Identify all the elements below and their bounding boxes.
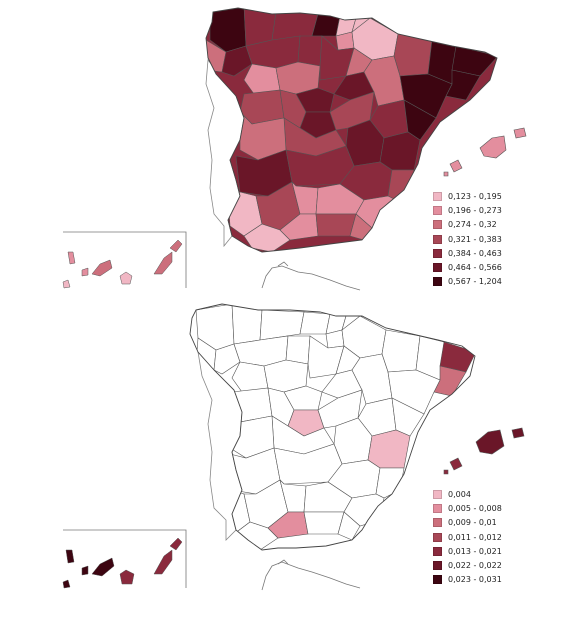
island-formentera-bottom bbox=[443, 469, 449, 475]
legend-top: 0,123 - 0,195 0,196 - 0,273 0,274 - 0,32… bbox=[433, 189, 502, 289]
legend-label: 0,009 - 0,01 bbox=[448, 518, 497, 528]
p-valencia bbox=[367, 429, 411, 469]
legend-top-item: 0,321 - 0,383 bbox=[433, 232, 502, 246]
ceuta-top bbox=[277, 261, 289, 267]
legend-label: 0,196 - 0,273 bbox=[448, 205, 502, 215]
island-la-palma-bottom bbox=[65, 549, 75, 564]
legend-bottom-item: 0,009 - 0,01 bbox=[433, 516, 502, 530]
legend-label: 0,321 - 0,383 bbox=[448, 234, 502, 244]
legend-label: 0,567 - 1,204 bbox=[448, 277, 502, 287]
legend-label: 0,013 - 0,021 bbox=[448, 546, 502, 556]
canary-inset-frame-top bbox=[63, 231, 187, 288]
legend-label: 0,274 - 0,32 bbox=[448, 220, 497, 230]
p-cantabria bbox=[299, 311, 331, 335]
legend-bottom-item: 0,011 - 0,012 bbox=[433, 530, 502, 544]
island-fuerteventura-bottom bbox=[153, 549, 173, 575]
legend-label: 0,011 - 0,012 bbox=[448, 532, 502, 542]
legend-swatch bbox=[433, 205, 442, 215]
p-barcelona bbox=[433, 365, 467, 397]
canary-islands-bottom bbox=[62, 537, 183, 589]
region-alicante bbox=[387, 169, 415, 201]
africa-coast-top bbox=[261, 265, 361, 291]
legend-label: 0,384 - 0,463 bbox=[448, 248, 502, 258]
legend-swatch bbox=[433, 532, 442, 542]
legend-swatch bbox=[433, 248, 442, 258]
island-la-palma-top bbox=[67, 251, 76, 265]
legend-top-item: 0,274 - 0,32 bbox=[433, 218, 502, 232]
legend-bottom: 0,004 0,005 - 0,008 0,009 - 0,01 0,011 -… bbox=[433, 487, 502, 587]
island-fuerteventura-top bbox=[153, 251, 173, 275]
legend-swatch bbox=[433, 546, 442, 556]
canary-islands-top bbox=[62, 239, 183, 289]
region-barcelona bbox=[445, 69, 481, 101]
legend-swatch bbox=[433, 191, 442, 201]
legend-bottom-item: 0,022 - 0,022 bbox=[433, 558, 502, 572]
region-granada bbox=[315, 213, 357, 237]
spain-outline-top bbox=[205, 7, 498, 253]
legend-label: 0,023 - 0,031 bbox=[448, 575, 502, 585]
legend-top-item: 0,567 - 1,204 bbox=[433, 275, 502, 289]
p-granada bbox=[303, 511, 345, 535]
island-ibiza-bottom bbox=[449, 457, 463, 471]
island-la-gomera-bottom bbox=[81, 565, 89, 576]
island-menorca-top bbox=[513, 127, 527, 139]
region-palencia bbox=[297, 35, 323, 67]
region-ourense bbox=[221, 45, 253, 77]
island-la-gomera-top bbox=[81, 267, 89, 277]
island-lanzarote-bottom bbox=[169, 537, 183, 551]
legend-top-item: 0,464 - 0,566 bbox=[433, 260, 502, 274]
legend-label: 0,464 - 0,566 bbox=[448, 263, 502, 273]
island-ibiza-top bbox=[449, 159, 463, 173]
p-palencia bbox=[285, 335, 311, 365]
legend-bottom-item: 0,004 bbox=[433, 487, 502, 501]
island-el-hierro-top bbox=[62, 279, 71, 289]
legend-label: 0,004 bbox=[448, 489, 471, 499]
ceuta-bottom bbox=[277, 559, 289, 565]
top-provinces bbox=[206, 8, 497, 252]
legend-swatch bbox=[433, 518, 442, 528]
africa-coast-bottom bbox=[261, 561, 361, 591]
top-map bbox=[62, 7, 527, 291]
island-gran-canaria-bottom bbox=[119, 569, 135, 585]
legend-top-item: 0,196 - 0,273 bbox=[433, 203, 502, 217]
p-galicia-4 bbox=[213, 343, 241, 375]
island-gran-canaria-top bbox=[119, 271, 133, 285]
legend-swatch bbox=[433, 561, 442, 571]
legend-label: 0,123 - 0,195 bbox=[448, 191, 502, 201]
legend-bottom-item: 0,023 - 0,031 bbox=[433, 573, 502, 587]
legend-swatch bbox=[433, 503, 442, 513]
island-menorca-bottom bbox=[511, 427, 525, 439]
legend-top-item: 0,123 - 0,195 bbox=[433, 189, 502, 203]
island-el-hierro-bottom bbox=[62, 579, 71, 589]
island-lanzarote-top bbox=[169, 239, 183, 253]
island-tenerife-top bbox=[91, 259, 113, 277]
legend-swatch bbox=[433, 234, 442, 244]
p-salamanca bbox=[227, 387, 273, 423]
p-huesca bbox=[381, 329, 421, 373]
island-formentera-top bbox=[443, 171, 449, 177]
legend-swatch bbox=[433, 489, 442, 499]
spain-outline-bottom bbox=[189, 303, 476, 551]
legend-bottom-item: 0,013 - 0,021 bbox=[433, 544, 502, 558]
island-mallorca-bottom bbox=[475, 429, 505, 455]
canary-inset-frame-bottom bbox=[63, 529, 187, 588]
legend-swatch bbox=[433, 575, 442, 585]
p-alicante bbox=[375, 467, 405, 499]
legend-top-item: 0,384 - 0,463 bbox=[433, 246, 502, 260]
legend-swatch bbox=[433, 220, 442, 230]
region-valencia bbox=[379, 131, 421, 171]
legend-label: 0,022 - 0,022 bbox=[448, 561, 502, 571]
island-mallorca-top bbox=[479, 135, 507, 159]
legend-bottom-item: 0,005 - 0,008 bbox=[433, 501, 502, 515]
legend-swatch bbox=[433, 263, 442, 273]
legend-label: 0,005 - 0,008 bbox=[448, 503, 502, 513]
legend-swatch bbox=[433, 277, 442, 287]
island-tenerife-bottom bbox=[91, 557, 115, 577]
